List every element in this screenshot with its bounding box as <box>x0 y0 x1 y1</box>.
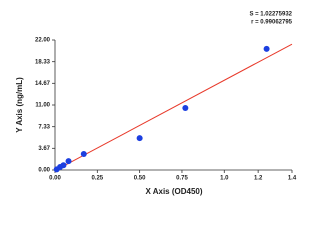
x-tick-label: 1.2 <box>254 176 263 182</box>
x-tick-label: 0.75 <box>176 176 188 182</box>
chart: S = 1.02275932 r = 0.99062795 X Axis (OD… <box>15 12 297 197</box>
y-tick-label: 18.33 <box>35 59 51 65</box>
x-tick-label: 1.0 <box>220 176 229 182</box>
y-tick-label: 3.67 <box>38 146 50 152</box>
annotation: S = 1.02275932 <box>249 12 292 18</box>
x-tick-label: 0.25 <box>91 176 103 182</box>
y-tick-label: 7.33 <box>38 124 50 130</box>
y-tick-label: 11.00 <box>35 103 50 109</box>
x-tick-label: 1.4 <box>288 176 297 182</box>
data-point <box>80 151 87 158</box>
data-point <box>65 158 72 165</box>
y-axis-title: Y Axis (ng/mL) <box>15 77 24 133</box>
annotation: r = 0.99062795 <box>251 20 293 26</box>
y-tick-label: 14.67 <box>35 81 51 87</box>
y-tick-label: 22.00 <box>35 38 51 44</box>
y-tick-label: 0.00 <box>38 168 50 174</box>
data-point <box>60 162 67 169</box>
data-point <box>182 104 189 111</box>
data-point <box>136 135 143 142</box>
x-tick-label: 0.50 <box>134 176 146 182</box>
fit-line <box>54 43 293 172</box>
x-axis-title: X Axis (OD450) <box>145 187 202 196</box>
x-tick-label: 0.00 <box>49 176 61 182</box>
data-point <box>263 45 270 52</box>
